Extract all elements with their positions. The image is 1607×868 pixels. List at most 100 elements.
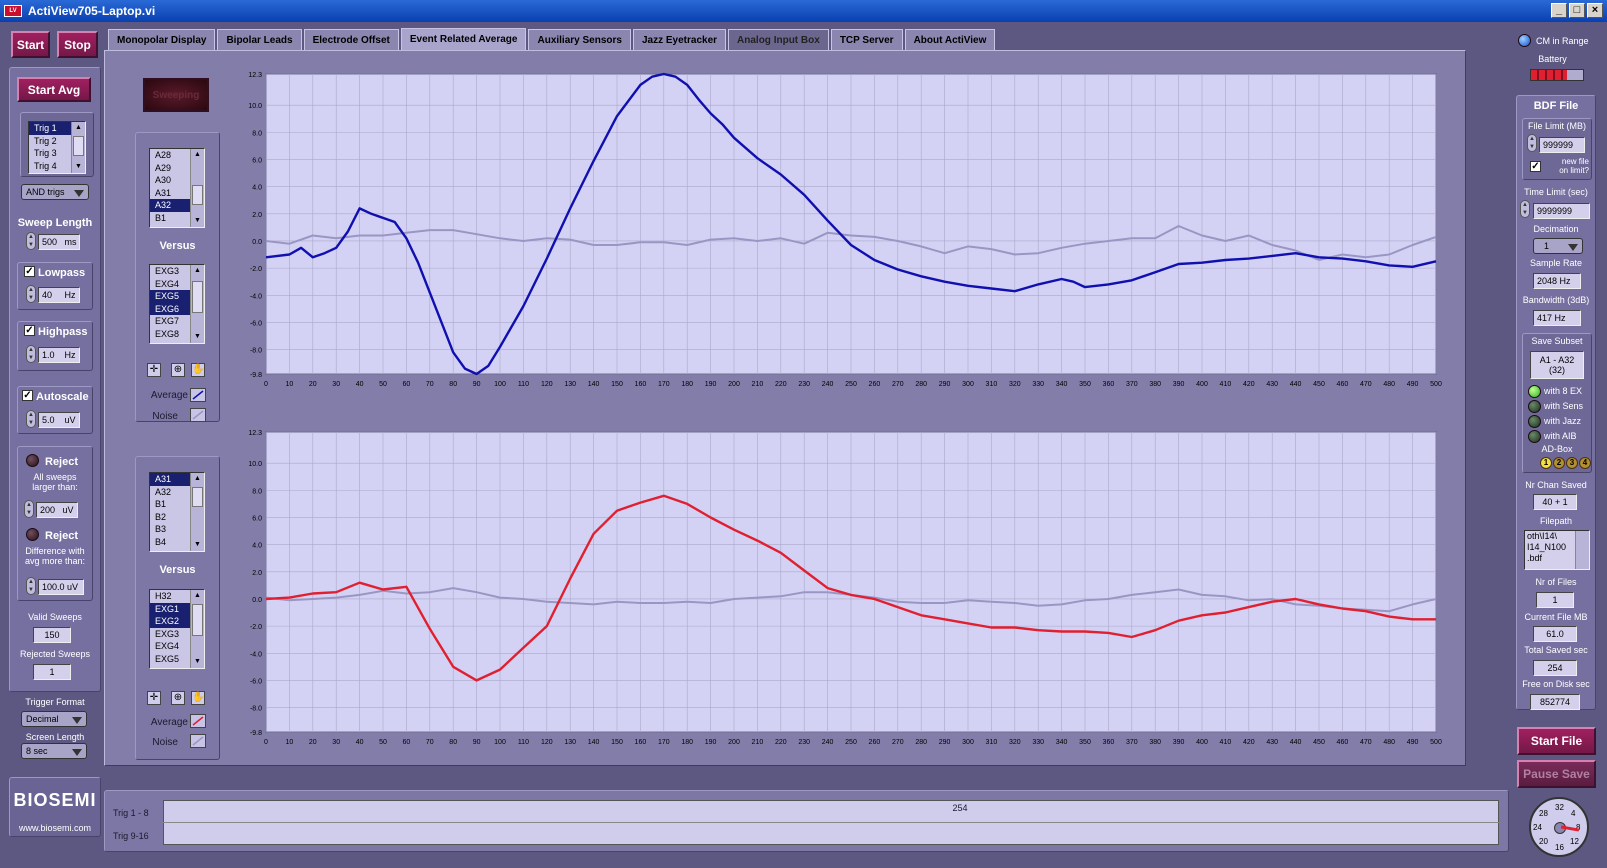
with-8ex-led[interactable] bbox=[1528, 385, 1541, 398]
erp-graph-top[interactable]: 0 10 20 30 40 50 60 70 80 90 100 110 120 130 140 150 160… bbox=[240, 70, 1480, 405]
sweep-length-spinner[interactable]: ▲ ▼ bbox=[26, 232, 36, 250]
erp-graph-bottom[interactable]: 0 10 20 30 40 50 60 70 80 90 100 110 120 130 140 150 160… bbox=[240, 428, 1480, 763]
start-file-button[interactable]: Start File bbox=[1517, 727, 1596, 755]
list-item[interactable]: B2 bbox=[155, 511, 167, 522]
new-file-checkbox[interactable]: ✓ bbox=[1530, 161, 1541, 172]
time-limit-spinner[interactable]: ▲ ▼ bbox=[1520, 200, 1530, 218]
top-channel-list[interactable]: A28 A29 A30 A31 A32 B1 ▲ ▼ bbox=[149, 148, 205, 228]
list-item[interactable]: EXG3 bbox=[155, 628, 180, 639]
sweep-length-field[interactable]: 500 ms bbox=[38, 234, 80, 250]
list-item[interactable]: H32 bbox=[155, 591, 172, 601]
list-item[interactable]: EXG7 bbox=[155, 316, 180, 326]
minimize-button[interactable]: _ bbox=[1551, 3, 1567, 18]
top-ref-list[interactable]: EXG3 EXG4 EXG5 EXG6 EXG7 EXG8 ▲ ▼ bbox=[149, 264, 205, 344]
filepath-field[interactable]: oth\I14\ I14_N100 .bdf bbox=[1524, 530, 1590, 570]
file-limit-field[interactable]: 999999 bbox=[1539, 137, 1585, 153]
adbox-2[interactable]: 2 bbox=[1553, 457, 1565, 469]
list-item[interactable]: B3 bbox=[155, 524, 167, 534]
autoscale-spinner[interactable]: ▲ ▼ bbox=[26, 410, 36, 428]
x-tick-label: 350 bbox=[1079, 381, 1091, 388]
pan-tool-icon[interactable]: ✋ bbox=[191, 691, 205, 705]
crosshair-tool-icon[interactable]: ✛ bbox=[147, 691, 161, 705]
tab-about-actiview[interactable]: About ActiView bbox=[904, 29, 996, 50]
lowpass-checkbox[interactable]: ✓ bbox=[24, 266, 35, 277]
maximize-button[interactable]: □ bbox=[1569, 3, 1585, 18]
adbox-1[interactable]: 1 bbox=[1540, 457, 1552, 469]
tab-auxiliary-sensors[interactable]: Auxiliary Sensors bbox=[528, 29, 631, 50]
list-item[interactable]: Trig 3 bbox=[34, 148, 57, 158]
crosshair-tool-icon[interactable]: ✛ bbox=[147, 363, 161, 377]
list-item[interactable]: B4 bbox=[155, 536, 167, 547]
pan-tool-icon[interactable]: ✋ bbox=[191, 363, 205, 377]
y-tick-label: 8.0 bbox=[252, 130, 262, 137]
with-jazz-led[interactable] bbox=[1528, 415, 1541, 428]
reject-spinner[interactable]: ▲ ▼ bbox=[24, 500, 34, 518]
autoscale-checkbox[interactable]: ✓ bbox=[22, 390, 33, 401]
list-item[interactable]: A31 bbox=[155, 187, 172, 198]
with-aib-led[interactable] bbox=[1528, 430, 1541, 443]
list-item[interactable]: EXG3 bbox=[155, 266, 180, 276]
list-item[interactable]: B1 bbox=[155, 499, 167, 509]
list-item[interactable]: Trig 4 bbox=[34, 160, 57, 171]
tab-analog-input-box[interactable]: Analog Input Box bbox=[728, 29, 829, 50]
zoom-tool-icon[interactable]: ⊕ bbox=[171, 363, 185, 377]
trig-mode-select[interactable]: AND trigs bbox=[21, 184, 89, 200]
tab-bipolar-leads[interactable]: Bipolar Leads bbox=[217, 29, 302, 50]
scrollbar[interactable]: ▲ ▼ bbox=[190, 473, 204, 551]
adbox-3[interactable]: 3 bbox=[1566, 457, 1578, 469]
trigger-list[interactable]: Trig 1 Trig 2 Trig 3 Trig 4 ▲ ▼ bbox=[28, 121, 86, 174]
zoom-tool-icon[interactable]: ⊕ bbox=[171, 691, 185, 705]
lowpass-field[interactable]: 40 Hz bbox=[38, 287, 80, 303]
lowpass-spinner[interactable]: ▲ ▼ bbox=[26, 285, 36, 303]
list-item[interactable]: EXG4 bbox=[155, 641, 180, 651]
stop-button[interactable]: Stop bbox=[57, 31, 98, 58]
pause-save-button[interactable]: Pause Save bbox=[1517, 760, 1596, 788]
file-limit-spinner[interactable]: ▲ ▼ bbox=[1527, 134, 1537, 152]
list-item[interactable]: EXG5 bbox=[155, 653, 180, 664]
time-limit-field[interactable]: 9999999 bbox=[1533, 203, 1590, 219]
scrollbar[interactable]: ▲ ▼ bbox=[190, 265, 204, 343]
screen-length-select[interactable]: 8 sec bbox=[21, 743, 87, 759]
highpass-field[interactable]: 1.0 Hz bbox=[38, 347, 80, 363]
reject-led[interactable] bbox=[26, 454, 39, 467]
start-avg-button[interactable]: Start Avg bbox=[17, 77, 91, 102]
list-item[interactable]: EXG4 bbox=[155, 278, 180, 289]
tab-jazz-eyetracker[interactable]: Jazz Eyetracker bbox=[632, 29, 727, 50]
decimation-select[interactable]: 1 bbox=[1533, 238, 1583, 254]
scrollbar[interactable]: ▲ ▼ bbox=[190, 149, 204, 227]
tab-electrode-offset[interactable]: Electrode Offset bbox=[303, 29, 399, 50]
bottom-ref-list[interactable]: H32 EXG1 EXG2 EXG3 EXG4 EXG5 ▲ ▼ bbox=[149, 589, 205, 669]
x-tick-label: 330 bbox=[1032, 739, 1044, 746]
list-item[interactable]: A32 bbox=[155, 486, 172, 497]
list-item[interactable]: A30 bbox=[155, 175, 172, 185]
tab-monopolar-display[interactable]: Monopolar Display bbox=[108, 29, 216, 50]
reject-diff-field[interactable]: 100.0 uV bbox=[38, 579, 84, 595]
scrollbar[interactable]: ▲ ▼ bbox=[190, 590, 204, 668]
list-item[interactable]: B1 bbox=[155, 212, 167, 223]
trigger-format-select[interactable]: Decimal bbox=[21, 711, 87, 727]
tab-tcp-server[interactable]: TCP Server bbox=[830, 29, 903, 50]
reject-diff-led[interactable] bbox=[26, 528, 39, 541]
start-button[interactable]: Start bbox=[11, 31, 50, 58]
list-item[interactable]: Trig 2 bbox=[34, 135, 57, 146]
reject-amplitude-field[interactable]: 200 uV bbox=[36, 502, 78, 518]
with-sens-led[interactable] bbox=[1528, 400, 1541, 413]
highpass-checkbox[interactable]: ✓ bbox=[24, 325, 35, 336]
reject-diff-spinner[interactable]: ▲ ▼ bbox=[26, 577, 36, 595]
autoscale-field[interactable]: 5.0 uV bbox=[38, 412, 80, 428]
scrollbar[interactable] bbox=[1575, 531, 1589, 569]
save-subset-select[interactable]: A1 - A32 (32) bbox=[1530, 351, 1584, 379]
x-tick-label: 500 bbox=[1430, 381, 1442, 388]
close-button[interactable]: × bbox=[1587, 3, 1603, 18]
bottom-channel-list[interactable]: A31 A32 B1 B2 B3 B4 ▲ ▼ bbox=[149, 472, 205, 552]
y-tick-label: 6.0 bbox=[252, 158, 262, 165]
channel-dial[interactable]: 32 4 8 12 16 20 24 28 bbox=[1529, 797, 1589, 857]
scrollbar[interactable]: ▲ ▼ bbox=[71, 122, 85, 173]
list-item[interactable]: EXG8 bbox=[155, 328, 180, 339]
website-link[interactable]: www.biosemi.com bbox=[18, 823, 92, 833]
list-item[interactable]: A28 bbox=[155, 150, 172, 160]
list-item[interactable]: A29 bbox=[155, 162, 172, 173]
tab-event-related-average[interactable]: Event Related Average bbox=[400, 28, 527, 50]
adbox-4[interactable]: 4 bbox=[1579, 457, 1591, 469]
highpass-spinner[interactable]: ▲ ▼ bbox=[26, 345, 36, 363]
